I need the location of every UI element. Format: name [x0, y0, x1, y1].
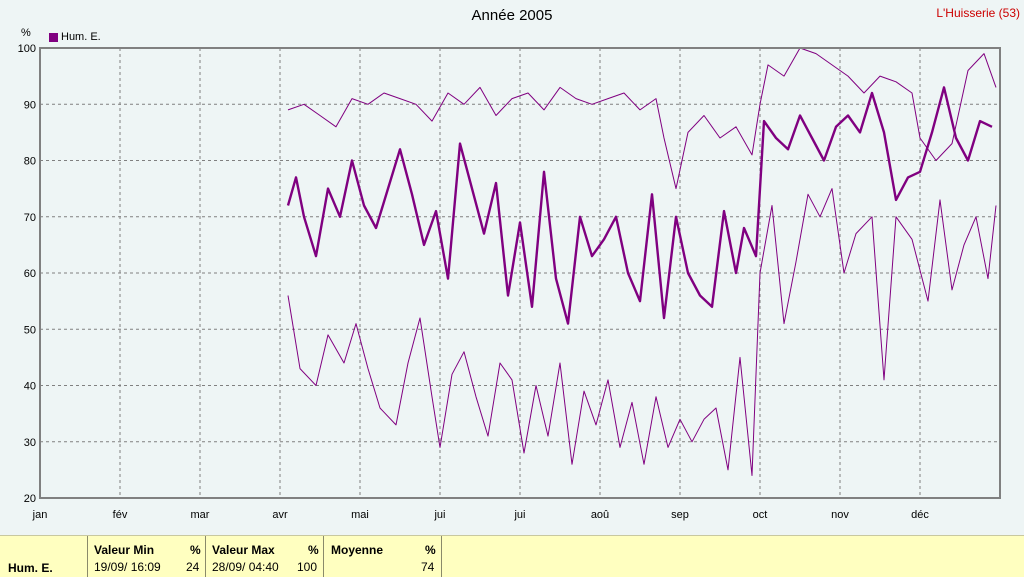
series-line-mean	[286, 86, 993, 325]
gridlines	[40, 48, 1000, 498]
x-tick-label: déc	[911, 509, 929, 521]
max-value: 100	[297, 560, 318, 574]
max-date: 28/09/ 04:40	[212, 560, 279, 574]
x-axis-ticks: jan fév mar avr mai jui jui aoû sep oct nov déc	[32, 509, 930, 521]
x-tick-label: avr	[272, 509, 288, 521]
y-tick-label: 80	[24, 156, 36, 168]
series-line-min	[287, 188, 997, 476]
min-date: 19/09/ 16:09	[94, 560, 161, 574]
min-label: Valeur Min	[94, 543, 155, 557]
series-line-max	[287, 47, 997, 190]
x-tick-label: jan	[32, 509, 48, 521]
y-tick-label: 30	[24, 437, 36, 449]
y-axis-ticks: 20 30 40 50 60 70 80 90 100	[18, 43, 36, 505]
min-value: 24	[186, 560, 200, 574]
plot-border	[39, 47, 1001, 499]
y-tick-label: 40	[24, 381, 36, 393]
x-tick-label: nov	[831, 509, 849, 521]
divider	[441, 536, 442, 577]
y-tick-label: 60	[24, 268, 36, 280]
station-name: L'Huisserie (53)	[936, 6, 1020, 20]
divider	[87, 536, 88, 577]
y-tick-label: 20	[24, 493, 36, 505]
stats-row-label: Hum. E.	[8, 561, 53, 575]
y-tick-label: 100	[18, 43, 36, 55]
x-tick-label: jui	[433, 509, 445, 521]
x-tick-label: oct	[753, 509, 768, 521]
x-tick-label: jui	[513, 509, 525, 521]
x-tick-label: aoû	[591, 509, 609, 521]
stats-footer: Hum. E. Valeur Min % 19/09/ 16:09 24 Val…	[0, 535, 1024, 577]
max-unit: %	[308, 543, 319, 557]
y-tick-label: 50	[24, 324, 36, 336]
x-tick-label: sep	[671, 509, 689, 521]
y-tick-label: 90	[24, 99, 36, 111]
avg-value: 74	[421, 560, 435, 574]
legend-label: Hum. E.	[61, 31, 101, 43]
max-label: Valeur Max	[212, 543, 275, 557]
y-axis-label: %	[21, 27, 31, 39]
divider	[323, 536, 324, 577]
x-tick-label: mar	[191, 509, 210, 521]
avg-unit: %	[425, 543, 436, 557]
min-unit: %	[190, 543, 201, 557]
x-tick-label: mai	[351, 509, 369, 521]
avg-label: Moyenne	[331, 543, 384, 557]
y-tick-label: 70	[24, 212, 36, 224]
chart-title: Année 2005	[471, 7, 553, 24]
series-lines	[286, 47, 997, 476]
divider	[205, 536, 206, 577]
legend-swatch	[49, 32, 58, 42]
x-tick-label: fév	[113, 509, 128, 521]
legend[interactable]: Hum. E.	[49, 31, 101, 43]
